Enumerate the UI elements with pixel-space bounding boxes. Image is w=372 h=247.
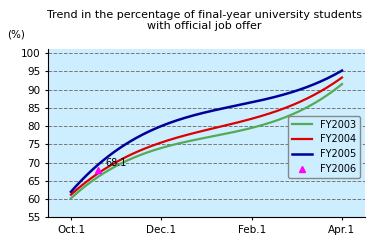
Text: 68.1: 68.1 (105, 158, 126, 167)
FY2003 (141, 152, 145, 155)
FY2004 (80, 184, 84, 187)
FY2005 (69, 190, 73, 193)
FY2005 (85, 173, 90, 176)
FY2003 (340, 82, 344, 85)
FY2005 (119, 145, 124, 148)
FY2004 (326, 85, 331, 88)
Legend: FY2003, FY2004, FY2005, FY2006: FY2003, FY2004, FY2005, FY2006 (288, 116, 360, 178)
FY2004 (69, 193, 73, 196)
FY2003 (69, 197, 73, 200)
FY2004 (317, 91, 321, 94)
FY2005 (317, 81, 321, 84)
FY2004 (85, 180, 90, 183)
FY2004 (141, 148, 145, 151)
Line: FY2005: FY2005 (71, 71, 342, 192)
Text: (%): (%) (7, 30, 25, 40)
FY2003 (119, 162, 124, 165)
FY2004 (119, 158, 124, 161)
FY2003 (85, 183, 90, 186)
FY2003 (80, 187, 84, 190)
FY2005 (326, 76, 331, 79)
FY2003 (326, 93, 331, 96)
Line: FY2003: FY2003 (71, 84, 342, 198)
Line: FY2004: FY2004 (71, 78, 342, 195)
Text: Trend in the percentage of final-year university students
with official job offe: Trend in the percentage of final-year un… (47, 10, 362, 31)
FY2003 (317, 99, 321, 102)
FY2004 (340, 76, 344, 79)
FY2005 (340, 69, 344, 72)
FY2005 (80, 179, 84, 182)
FY2005 (141, 133, 145, 136)
